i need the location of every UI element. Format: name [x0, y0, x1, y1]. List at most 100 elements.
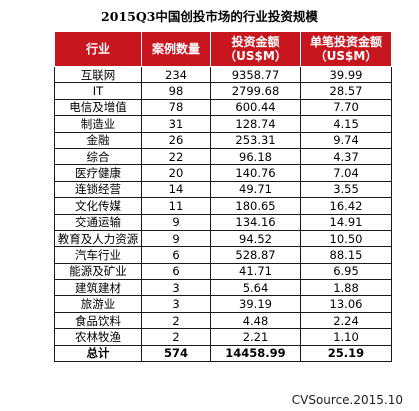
table-row: IT 98 2799.68 28.57	[54, 82, 392, 100]
amount-cell: 4.48	[210, 311, 301, 330]
avg-cell: 4.37	[300, 147, 392, 166]
cases-cell: 234	[141, 65, 211, 84]
avg-cell: 10.50	[300, 229, 392, 248]
table-row: 旅游业 3 39.19 13.06	[54, 295, 392, 313]
amount-cell: 5.64	[210, 279, 301, 297]
industry-cell: 能源及矿业	[54, 262, 142, 281]
page-title: 2015Q3中国创投市场的行业投资规模	[101, 9, 318, 24]
amount-cell: 2799.68	[210, 82, 301, 100]
amount-cell: 180.65	[210, 197, 301, 215]
avg-cell: 16.42	[300, 197, 392, 215]
avg-cell: 28.57	[300, 82, 392, 100]
amount-cell: 140.76	[210, 164, 301, 182]
industry-cell: 农林牧渔	[54, 328, 142, 346]
avg-cell: 7.70	[300, 98, 392, 117]
avg-cell: 3.55	[300, 180, 392, 199]
avg-cell: 4.15	[300, 115, 392, 133]
industry-cell: 食品饮料	[54, 311, 142, 330]
header-avg-investment: 单笔投资金额 （US$M）	[300, 31, 392, 67]
cases-cell: 6	[141, 262, 211, 281]
industry-cell: 金融	[54, 131, 142, 149]
industry-cell: 医疗健康	[54, 164, 142, 182]
table-row: 汽车行业 6 528.87 88.15	[54, 246, 392, 264]
avg-cell: 1.88	[300, 279, 392, 297]
avg-cell: 6.95	[300, 262, 392, 281]
table-row: 金融 26 253.31 9.74	[54, 131, 392, 149]
total-avg-cell: 25.19	[300, 344, 392, 363]
total-amount-cell: 14458.99	[210, 344, 301, 363]
avg-cell: 9.74	[300, 131, 392, 149]
header-avg-unit: （US$M）	[314, 49, 378, 63]
table-row: 食品饮料 2 4.48 2.24	[54, 311, 392, 330]
total-cases-cell: 574	[141, 344, 211, 363]
total-industry-cell: 总计	[54, 344, 142, 363]
amount-cell: 49.71	[210, 180, 301, 199]
table-row: 教育及人力资源 9 94.52 10.50	[54, 229, 392, 248]
table-body: 互联网 234 9358.77 39.99 IT 98 2799.68 28.57 电信及增值 7…	[54, 65, 392, 363]
avg-cell: 88.15	[300, 246, 392, 264]
industry-cell: 教育及人力资源	[54, 229, 142, 248]
header-avg-label: 单笔投资金额	[309, 35, 382, 49]
amount-cell: 2.21	[210, 328, 301, 346]
header-row: 行业 案例数量 投资金额 （US$M） 单笔投资金额 （US$M）	[54, 31, 392, 67]
table-row: 交通运输 9 134.16 14.91	[54, 213, 392, 231]
cases-cell: 26	[141, 131, 211, 149]
source-footer: CVSource.2015.10	[291, 393, 403, 407]
industry-cell: 连锁经营	[54, 180, 142, 199]
table-row: 建筑建材 3 5.64 1.88	[54, 279, 392, 297]
cases-cell: 78	[141, 98, 211, 117]
amount-cell: 134.16	[210, 213, 301, 231]
industry-cell: 建筑建材	[54, 279, 142, 297]
cases-cell: 9	[141, 229, 211, 248]
table-row: 制造业 31 128.74 4.15	[54, 115, 392, 133]
industry-cell: IT	[54, 82, 142, 100]
cases-cell: 11	[141, 197, 211, 215]
cases-cell: 2	[141, 311, 211, 330]
table-row: 连锁经营 14 49.71 3.55	[54, 180, 392, 199]
header-industry: 行业	[54, 31, 142, 67]
amount-cell: 9358.77	[210, 65, 301, 84]
cases-cell: 6	[141, 246, 211, 264]
industry-cell: 电信及增值	[54, 98, 142, 117]
industry-cell: 交通运输	[54, 213, 142, 231]
industry-cell: 文化传媒	[54, 197, 142, 215]
header-investment-unit: （US$M）	[224, 49, 287, 63]
total-row: 总计 574 14458.99 25.19	[54, 344, 392, 363]
avg-cell: 2.24	[300, 311, 392, 330]
header-investment: 投资金额 （US$M）	[210, 31, 301, 67]
avg-cell: 14.91	[300, 213, 392, 231]
cases-cell: 14	[141, 180, 211, 199]
header-cases: 案例数量	[141, 31, 211, 67]
table-header: 行业 案例数量 投资金额 （US$M） 单笔投资金额 （US$M）	[54, 31, 392, 67]
cases-cell: 22	[141, 147, 211, 166]
industry-cell: 汽车行业	[54, 246, 142, 264]
table-row: 电信及增值 78 600.44 7.70	[54, 98, 392, 117]
table-row: 文化传媒 11 180.65 16.42	[54, 197, 392, 215]
header-investment-label: 投资金额	[231, 35, 280, 49]
industry-cell: 综合	[54, 147, 142, 166]
amount-cell: 39.19	[210, 295, 301, 313]
avg-cell: 7.04	[300, 164, 392, 182]
table-row: 综合 22 96.18 4.37	[54, 147, 392, 166]
industry-cell: 旅游业	[54, 295, 142, 313]
cases-cell: 3	[141, 295, 211, 313]
cases-cell: 98	[141, 82, 211, 100]
cases-cell: 3	[141, 279, 211, 297]
amount-cell: 94.52	[210, 229, 301, 248]
cases-cell: 31	[141, 115, 211, 133]
avg-cell: 1.10	[300, 328, 392, 346]
header-industry-label: 行业	[85, 42, 110, 56]
amount-cell: 600.44	[210, 98, 301, 117]
industry-cell: 互联网	[54, 65, 142, 84]
table-row: 农林牧渔 2 2.21 1.10	[54, 328, 392, 346]
amount-cell: 128.74	[210, 115, 301, 133]
header-cases-label: 案例数量	[151, 42, 200, 56]
cases-cell: 2	[141, 328, 211, 346]
table-row: 互联网 234 9358.77 39.99	[54, 65, 392, 84]
avg-cell: 13.06	[300, 295, 392, 313]
amount-cell: 96.18	[210, 147, 301, 166]
cases-cell: 20	[141, 164, 211, 182]
industry-cell: 制造业	[54, 115, 142, 133]
amount-cell: 41.71	[210, 262, 301, 281]
table-row: 医疗健康 20 140.76 7.04	[54, 164, 392, 182]
